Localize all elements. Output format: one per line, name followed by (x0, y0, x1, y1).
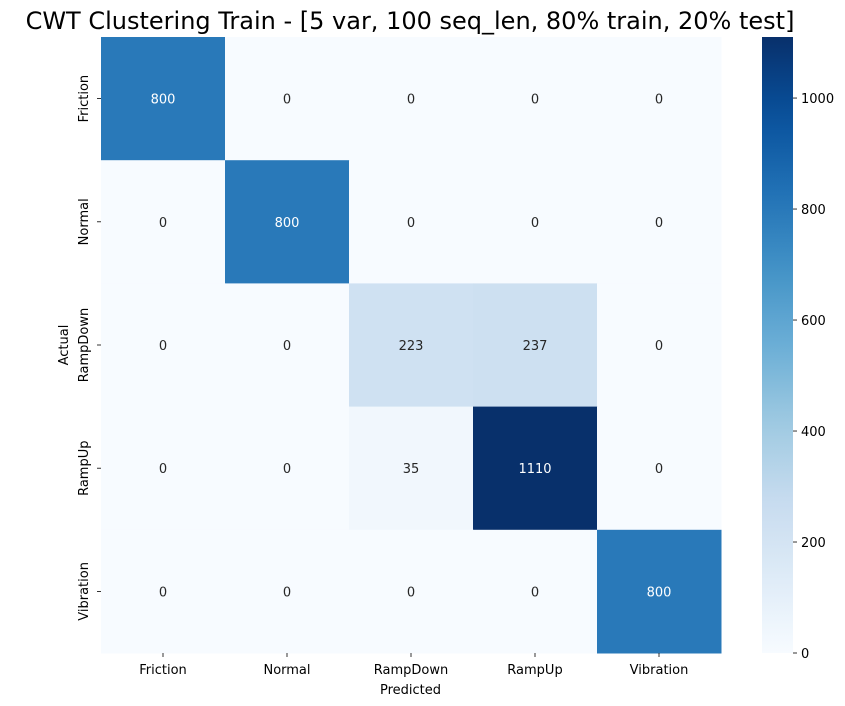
x-axis-label: Predicted (380, 683, 441, 698)
colorbar-tick-label: 200 (801, 536, 826, 551)
heatmap-cell (597, 529, 722, 654)
y-tick-label: Friction (77, 75, 92, 123)
x-tick-label: Friction (139, 663, 187, 678)
y-axis-ticks: Friction Normal RampDown RampUp Vibration (77, 75, 101, 621)
cell-value-label: 0 (407, 93, 415, 108)
cell-value-label: 0 (283, 585, 291, 600)
y-tick-label: Normal (77, 198, 92, 245)
cell-value-label: 35 (403, 462, 420, 477)
cell-value-label: 223 (399, 339, 424, 354)
heatmap-cell (101, 406, 226, 531)
colorbar-ticks: 0 200 400 600 800 1000 (793, 92, 834, 662)
cell-value-label: 0 (655, 339, 663, 354)
x-axis-ticks: Friction Normal RampDown RampUp Vibration (139, 653, 688, 678)
x-tick-label: Normal (263, 663, 310, 678)
y-axis-label: Actual (57, 325, 72, 366)
heatmap-cell (101, 283, 226, 408)
heatmap-cell (473, 37, 598, 161)
y-tick-label: RampUp (77, 440, 92, 495)
heatmap-cell (597, 37, 722, 161)
heatmap-cell (101, 529, 226, 654)
cell-value-label: 0 (531, 216, 539, 231)
heatmap-cell-labels: 800 0 0 0 0 0 800 0 0 0 0 0 223 237 0 0 0 35 1110 0 0 0 0 0 800 (151, 93, 672, 601)
heatmap-cell (225, 37, 350, 161)
heatmap-cell (473, 160, 598, 284)
x-tick-label: RampDown (374, 663, 448, 678)
heatmap-cell (101, 160, 226, 284)
heatmap-cell (225, 160, 350, 284)
heatmap-cell (225, 406, 350, 531)
cell-value-label: 0 (407, 585, 415, 600)
cell-value-label: 0 (159, 585, 167, 600)
cell-value-label: 0 (531, 585, 539, 600)
heatmap-cell (349, 160, 474, 284)
colorbar-tick-label: 1000 (801, 92, 834, 107)
cell-value-label: 1110 (518, 462, 551, 477)
y-tick-label: Vibration (77, 562, 92, 621)
colorbar-tick-label: 800 (801, 203, 826, 218)
cell-value-label: 0 (407, 216, 415, 231)
colorbar-tick-label: 600 (801, 314, 826, 329)
cell-value-label: 0 (655, 93, 663, 108)
colorbar-tick-label: 0 (801, 647, 809, 662)
heatmap-cell (597, 283, 722, 408)
cell-value-label: 0 (283, 93, 291, 108)
cell-value-label: 800 (275, 216, 300, 231)
cell-value-label: 0 (283, 339, 291, 354)
cell-value-label: 800 (151, 93, 176, 108)
colorbar (762, 37, 793, 653)
heatmap-cell (349, 529, 474, 654)
heatmap-cells (101, 37, 722, 654)
cell-value-label: 800 (647, 585, 672, 600)
cell-value-label: 0 (531, 93, 539, 108)
heatmap-cell (225, 283, 350, 408)
x-tick-label: Vibration (630, 663, 689, 678)
heatmap-cell (597, 160, 722, 284)
heatmap-cell (473, 406, 598, 531)
cell-value-label: 0 (655, 462, 663, 477)
cell-value-label: 0 (159, 462, 167, 477)
heatmap-cell (473, 529, 598, 654)
heatmap-cell (225, 529, 350, 654)
heatmap-cell (101, 37, 226, 161)
cell-value-label: 0 (159, 339, 167, 354)
heatmap-cell (349, 406, 474, 531)
heatmap-cell (597, 406, 722, 531)
x-tick-label: RampUp (507, 663, 562, 678)
heatmap-cell (349, 283, 474, 408)
cell-value-label: 0 (283, 462, 291, 477)
heatmap-cell (349, 37, 474, 161)
colorbar-tick-label: 400 (801, 425, 826, 440)
cell-value-label: 237 (523, 339, 548, 354)
cell-value-label: 0 (655, 216, 663, 231)
y-tick-label: RampDown (77, 308, 92, 382)
chart-title: CWT Clustering Train - [5 var, 100 seq_l… (26, 7, 795, 35)
heatmap-cell (473, 283, 598, 408)
cell-value-label: 0 (159, 216, 167, 231)
